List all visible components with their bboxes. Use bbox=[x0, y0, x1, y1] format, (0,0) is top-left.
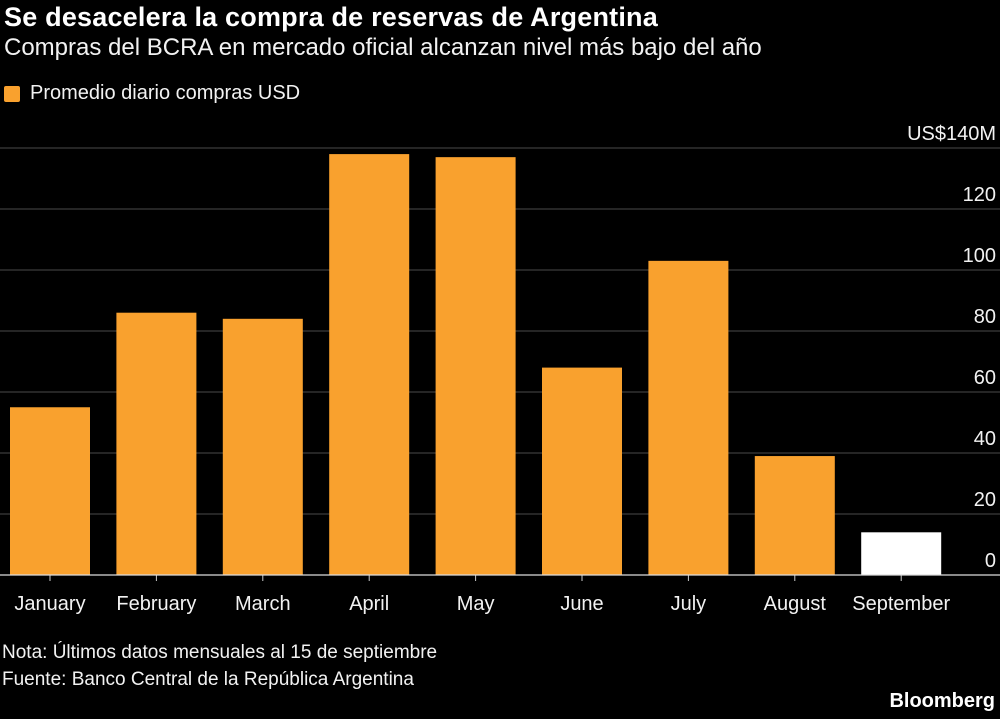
bar-september bbox=[861, 532, 942, 575]
bar-may bbox=[435, 157, 516, 575]
chart-subtitle: Compras del BCRA en mercado oficial alca… bbox=[4, 34, 762, 61]
x-tick-label: February bbox=[116, 593, 196, 615]
y-tick-label: 100 bbox=[963, 245, 996, 267]
legend-swatch bbox=[4, 85, 20, 102]
x-tick-label: July bbox=[671, 593, 707, 615]
bar-july bbox=[648, 260, 729, 575]
bar-march bbox=[222, 318, 303, 575]
y-tick-label: 20 bbox=[974, 489, 996, 511]
bar-june bbox=[542, 367, 622, 575]
y-tick-label: 40 bbox=[974, 428, 996, 450]
chart-note: Nota: Últimos datos mensuales al 15 de s… bbox=[2, 642, 438, 663]
x-tick-label: March bbox=[235, 593, 291, 615]
bar-january bbox=[10, 407, 90, 575]
legend-label: Promedio diario compras USD bbox=[30, 82, 301, 104]
y-tick-label: 120 bbox=[963, 184, 996, 206]
bar-april bbox=[329, 154, 410, 575]
x-tick-label: June bbox=[560, 593, 603, 615]
x-tick-label: September bbox=[852, 593, 950, 615]
y-tick-label: US$140M bbox=[907, 123, 996, 145]
x-tick-label: January bbox=[14, 593, 85, 615]
x-tick-label: August bbox=[764, 593, 827, 615]
legend: Promedio diario compras USD bbox=[4, 82, 300, 105]
y-tick-label: 80 bbox=[974, 306, 996, 328]
chart-title: Se desacelera la compra de reservas de A… bbox=[4, 2, 658, 32]
bloomberg-logo: Bloomberg bbox=[889, 690, 995, 712]
bar-february bbox=[116, 312, 197, 575]
bar-chart: 0 20 40 60 80 100 120 US$140M January February Mar… bbox=[0, 123, 1000, 615]
x-tick-label: May bbox=[457, 593, 495, 615]
x-tick-label: April bbox=[349, 593, 389, 615]
y-tick-label: 0 bbox=[985, 550, 996, 572]
bar-august bbox=[754, 456, 835, 575]
chart-source: Fuente: Banco Central de la República Ar… bbox=[2, 669, 414, 690]
y-tick-label: 60 bbox=[974, 367, 996, 389]
